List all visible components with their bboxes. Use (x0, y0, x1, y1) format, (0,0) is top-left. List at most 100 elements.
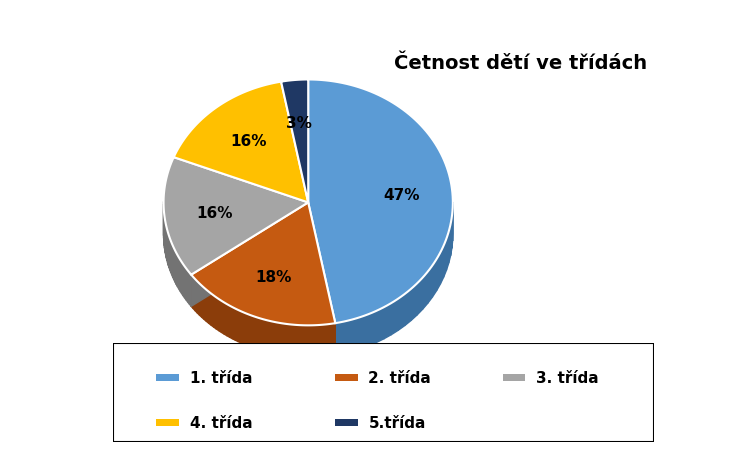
FancyBboxPatch shape (502, 374, 526, 381)
Polygon shape (196, 280, 197, 313)
Polygon shape (279, 323, 282, 355)
Polygon shape (180, 260, 182, 294)
Polygon shape (214, 296, 217, 329)
Polygon shape (292, 325, 296, 357)
Polygon shape (224, 303, 227, 336)
Polygon shape (191, 203, 308, 307)
Polygon shape (164, 158, 308, 275)
Polygon shape (227, 304, 230, 338)
Polygon shape (174, 83, 308, 203)
Polygon shape (423, 272, 428, 310)
Polygon shape (449, 225, 450, 263)
Text: 3. třída: 3. třída (536, 370, 599, 385)
Polygon shape (202, 286, 204, 320)
Polygon shape (447, 232, 449, 271)
Polygon shape (384, 304, 391, 339)
Polygon shape (405, 289, 411, 326)
Polygon shape (168, 235, 169, 268)
Polygon shape (322, 325, 326, 357)
Polygon shape (217, 298, 219, 331)
Polygon shape (332, 323, 335, 355)
Polygon shape (262, 319, 266, 352)
Polygon shape (219, 299, 222, 333)
Polygon shape (315, 325, 319, 357)
Polygon shape (281, 80, 308, 203)
Polygon shape (308, 80, 453, 323)
FancyBboxPatch shape (113, 343, 654, 442)
FancyBboxPatch shape (335, 374, 357, 381)
Polygon shape (450, 217, 452, 256)
Polygon shape (199, 284, 202, 318)
Polygon shape (441, 246, 444, 284)
Text: 16%: 16% (230, 134, 266, 149)
Text: 18%: 18% (256, 270, 292, 285)
Polygon shape (286, 324, 289, 356)
Polygon shape (329, 324, 332, 356)
Polygon shape (209, 292, 211, 326)
Polygon shape (188, 271, 190, 304)
Polygon shape (206, 290, 209, 324)
Polygon shape (256, 318, 259, 350)
Polygon shape (238, 310, 241, 343)
FancyBboxPatch shape (335, 419, 357, 426)
Polygon shape (305, 326, 309, 357)
Polygon shape (411, 284, 417, 321)
Polygon shape (335, 322, 344, 355)
Polygon shape (269, 321, 272, 354)
Polygon shape (175, 251, 176, 285)
Polygon shape (179, 258, 180, 292)
Text: 1. třída: 1. třída (190, 370, 252, 385)
Polygon shape (174, 249, 175, 283)
Polygon shape (352, 318, 360, 351)
Polygon shape (230, 306, 232, 339)
Polygon shape (299, 325, 302, 357)
Polygon shape (344, 320, 352, 354)
Polygon shape (204, 288, 206, 322)
Polygon shape (319, 325, 322, 357)
Polygon shape (302, 326, 305, 357)
Text: 2. třída: 2. třída (368, 370, 431, 385)
Text: 47%: 47% (384, 188, 420, 203)
FancyBboxPatch shape (156, 419, 179, 426)
Polygon shape (376, 308, 384, 343)
Polygon shape (177, 256, 179, 290)
Polygon shape (326, 324, 329, 356)
Polygon shape (172, 244, 173, 278)
Polygon shape (296, 325, 299, 357)
Polygon shape (184, 267, 186, 300)
Polygon shape (250, 315, 253, 348)
Polygon shape (247, 314, 250, 347)
Polygon shape (173, 246, 174, 280)
Text: 3%: 3% (287, 116, 312, 131)
Polygon shape (360, 314, 368, 349)
Polygon shape (417, 278, 423, 315)
Polygon shape (282, 324, 286, 356)
Polygon shape (452, 210, 453, 249)
Polygon shape (308, 203, 335, 355)
Polygon shape (428, 266, 432, 304)
Polygon shape (191, 203, 335, 326)
Polygon shape (312, 326, 315, 357)
Polygon shape (398, 295, 405, 331)
Polygon shape (289, 325, 292, 356)
Polygon shape (253, 317, 256, 349)
Polygon shape (309, 326, 312, 357)
Text: Četnost dětí ve třídách: Četnost dětí ve třídách (394, 54, 647, 73)
Polygon shape (193, 277, 196, 311)
Polygon shape (186, 269, 188, 303)
Text: 16%: 16% (197, 206, 233, 221)
Text: 4. třída: 4. třída (190, 414, 253, 430)
Polygon shape (176, 253, 177, 287)
Polygon shape (190, 273, 191, 307)
Polygon shape (222, 301, 224, 334)
Polygon shape (191, 203, 308, 307)
Polygon shape (308, 203, 335, 355)
Polygon shape (235, 309, 238, 342)
Polygon shape (244, 313, 247, 346)
Text: 5.třída: 5.třída (368, 414, 426, 430)
Polygon shape (183, 265, 184, 298)
Polygon shape (170, 239, 171, 273)
Polygon shape (272, 322, 276, 354)
Polygon shape (259, 318, 262, 351)
Polygon shape (368, 311, 376, 346)
